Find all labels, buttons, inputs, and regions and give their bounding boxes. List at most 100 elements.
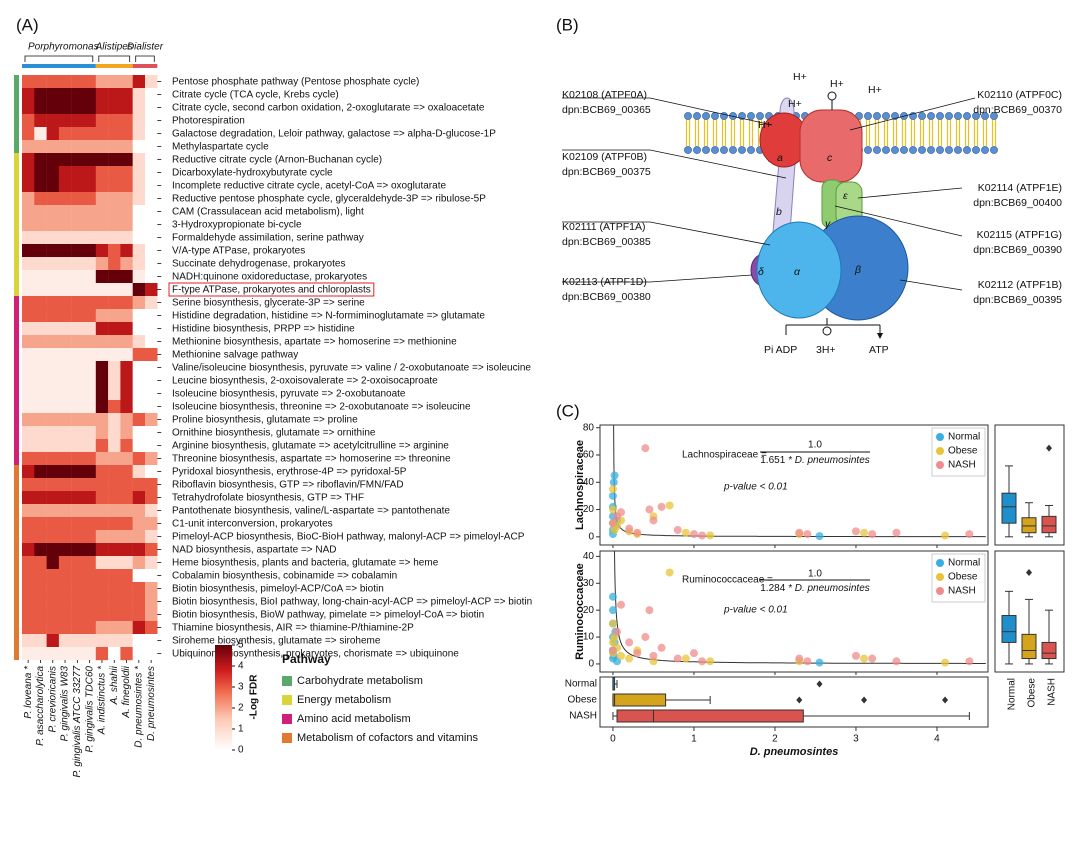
box-frame	[994, 424, 1065, 546]
point	[689, 649, 698, 658]
heatmap-cell	[120, 647, 133, 661]
point	[941, 531, 950, 540]
heatmap-cell	[145, 621, 158, 635]
heatmap-cell	[108, 140, 121, 154]
subunit-letter: α	[794, 266, 801, 278]
heatmap-cell	[108, 257, 121, 271]
heatmap-cell	[120, 114, 133, 128]
heatmap-cell	[95, 491, 109, 505]
heatmap-cell	[58, 608, 72, 622]
heatmap-cell	[95, 270, 109, 284]
lipid-head	[927, 146, 935, 154]
heatmap-cell	[108, 283, 121, 297]
leader-line	[562, 149, 787, 179]
heatmap-cell	[71, 218, 84, 232]
formula-denominator: 1.651 * D. pneumosintes	[760, 455, 870, 466]
panel-label: (C)	[556, 401, 580, 420]
heatmap-cell	[145, 465, 158, 479]
y-tick-label: 10	[583, 632, 595, 643]
heatmap-cell	[71, 88, 84, 102]
point	[608, 619, 617, 628]
x-tick-label: 3	[853, 734, 859, 745]
row-label: Siroheme biosynthesis, glutamate => siro…	[172, 636, 381, 647]
heatmap-cell	[34, 140, 47, 154]
x-tick-label: 0	[610, 734, 616, 745]
heatmap-cell	[22, 205, 35, 219]
pathway-bar	[14, 465, 19, 660]
point	[608, 485, 617, 494]
heatmap-cell	[95, 517, 109, 531]
heatmap-cell	[34, 439, 47, 453]
heatmap-cell	[95, 647, 109, 661]
heatmap-cell	[145, 322, 158, 336]
point	[698, 531, 707, 540]
heatmap-cell	[95, 101, 109, 115]
row-label: Biotin biosynthesis, BioW pathway, pimel…	[172, 610, 484, 621]
heatmap-cell	[22, 608, 35, 622]
heatmap-cell	[83, 348, 96, 362]
lipid-head	[702, 112, 710, 120]
heatmap-cell	[120, 400, 133, 414]
heatmap-cell	[58, 296, 72, 310]
point	[868, 654, 877, 663]
heatmap-cell	[120, 101, 133, 115]
heatmap-cell	[83, 335, 96, 349]
heatmap-cell	[71, 413, 84, 427]
heatmap-cell	[83, 556, 96, 570]
point	[892, 657, 901, 666]
heatmap-cell	[108, 413, 121, 427]
heatmap-cell	[132, 595, 146, 609]
colorbar-tick-label: 2	[238, 703, 244, 714]
heatmap-cell	[22, 543, 35, 557]
lipid-head	[693, 146, 701, 154]
heatmap-cell	[34, 101, 47, 115]
y-axis-label: Ruminococcaceae	[574, 563, 586, 660]
gene-code: K02109 (ATPF0B)	[562, 151, 647, 163]
point	[965, 530, 974, 539]
point	[641, 444, 650, 453]
heatmap-cell	[120, 439, 133, 453]
lipid-head	[972, 112, 980, 120]
heatmap-cell	[145, 452, 158, 466]
row-label: Methionine biosynthesis, apartate => hom…	[172, 337, 457, 348]
heatmap-cell	[95, 504, 109, 518]
heatmap-cell	[58, 634, 72, 648]
heatmap-cell	[145, 413, 158, 427]
heatmap-cell	[95, 335, 109, 349]
column-label: D. pneumosintes *	[133, 665, 144, 748]
heatmap-cell	[120, 257, 133, 271]
heatmap-cell	[145, 361, 158, 375]
heatmap-cell	[83, 530, 96, 544]
heatmap-cell	[58, 465, 72, 479]
heatmap-cell	[145, 426, 158, 440]
heatmap-cell	[83, 244, 96, 258]
heatmap-cell	[58, 192, 72, 206]
heatmap-cell	[71, 309, 84, 323]
x-tick-label: 1	[691, 734, 697, 745]
heatmap-cell	[120, 634, 133, 648]
heatmap-cell	[46, 296, 60, 310]
lipid-head	[882, 112, 890, 120]
row-label: NADH:quinone oxidoreductase, prokaryotes	[172, 272, 367, 283]
heatmap-cell	[132, 348, 146, 362]
heatmap-cell	[108, 244, 121, 258]
heatmap-cell	[145, 140, 158, 154]
heatmap-cell	[132, 465, 146, 479]
outlier	[861, 696, 868, 704]
heatmap-cell	[108, 595, 121, 609]
heatmap-cell	[95, 127, 109, 141]
heatmap-cell	[22, 257, 35, 271]
heatmap-cell	[83, 621, 96, 635]
heatmap-cell	[83, 205, 96, 219]
row-label: Ornithine biosynthesis, glutamate => orn…	[172, 428, 376, 439]
colorbar-tick-label: 0	[238, 745, 244, 756]
heatmap-cell	[58, 322, 72, 336]
panel-label: (B)	[556, 15, 579, 34]
row-label: Riboflavin biosynthesis, GTP => riboflav…	[172, 480, 404, 491]
gene-code: K02114 (ATPF1E)	[978, 182, 1062, 194]
row-label: Photorespiration	[172, 116, 245, 127]
heatmap-cell	[120, 348, 133, 362]
row-label: Citrate cycle (TCA cycle, Krebs cycle)	[172, 90, 339, 101]
heatmap-cell	[132, 114, 146, 128]
